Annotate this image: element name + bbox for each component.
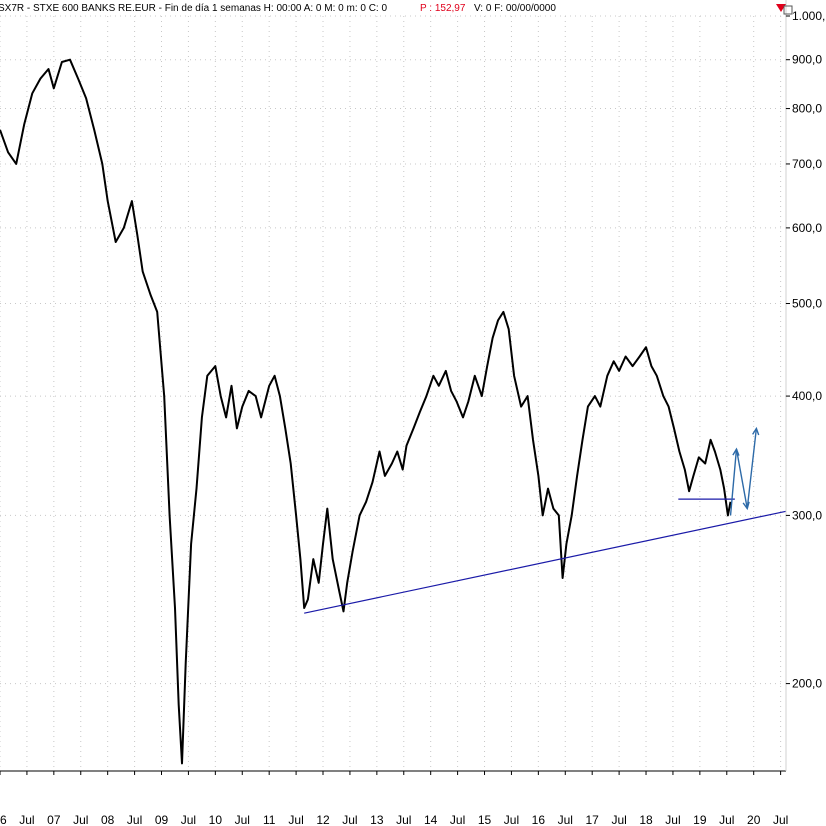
x-tick-label: 19 [693,813,707,826]
y-axis-ticks: 1.000, 900,0 800,0 700,0 600,0 500,0 400,0 300,… [786,9,825,691]
price-line [0,58,732,765]
projection-segment [746,428,758,509]
x-tick-label: Jul [181,813,196,826]
y-tick-label: 900,0 [792,53,822,67]
scale-toggle-icon [783,5,793,15]
chart-header-symbol: SX7R - STXE 600 BANKS RE.EUR - Fin de dí… [0,3,387,14]
x-tick-label: 14 [424,813,438,826]
y-tick-label: 300,0 [792,508,822,522]
x-tick-label: 08 [101,813,115,826]
x-tick-label: 20 [747,813,761,826]
x-tick-label: Jul [235,813,250,826]
x-tick-label: 13 [370,813,384,826]
x-tick-label: 11 [263,813,276,826]
projection-segment [729,449,738,516]
x-tick-label: Jul [342,813,357,826]
x-tick-label: Jul [73,813,88,826]
x-tick-label: 18 [639,813,653,826]
x-tick-label: 16 [532,813,546,826]
x-tick-label: 15 [478,813,492,826]
x-tick-label: Jul [288,813,303,826]
x-tick-label: Jul [19,813,34,826]
projection-arrowhead-icon [752,426,760,436]
x-tick-label: 12 [316,813,330,826]
y-tick-label: 400,0 [792,389,822,403]
x-tick-label: Jul [450,813,465,826]
y-tick-label: 700,0 [792,157,822,171]
x-tick-label: Jul [611,813,626,826]
chart-header-tail: V: 0 F: 00/00/0000 [474,3,556,14]
x-tick-label: Jul [665,813,680,826]
chart-header-price: P : 152,97 [420,3,466,14]
y-tick-label: 500,0 [792,297,822,311]
x-tick-label: Jul [127,813,142,826]
x-tick-label: 6 [0,813,7,826]
x-tick-label: 10 [209,813,223,826]
projection-segment [735,448,748,509]
x-axis-ticks: 6 Jul 07 Jul 08 Jul 09 Jul 10 Jul 11 Jul 12 Jul 13 Jul 1… [0,771,788,826]
price-series [0,58,732,765]
x-tick-label: 07 [47,813,61,826]
x-tick-label: Jul [504,813,519,826]
support-trendline [304,510,787,614]
y-tick-label: 200,0 [792,677,822,691]
y-tick-label: 600,0 [792,221,822,235]
x-tick-label: Jul [558,813,573,826]
x-tick-label: Jul [396,813,411,826]
x-tick-label: Jul [719,813,734,826]
grid [0,15,786,771]
x-tick-label: 17 [586,813,600,826]
y-tick-label: 1.000, [792,9,825,23]
annotations [304,426,787,614]
y-tick-label: 800,0 [792,102,822,116]
x-tick-label: Jul [773,813,788,826]
x-tick-label: 09 [155,813,169,826]
top-right-markers [776,4,793,15]
